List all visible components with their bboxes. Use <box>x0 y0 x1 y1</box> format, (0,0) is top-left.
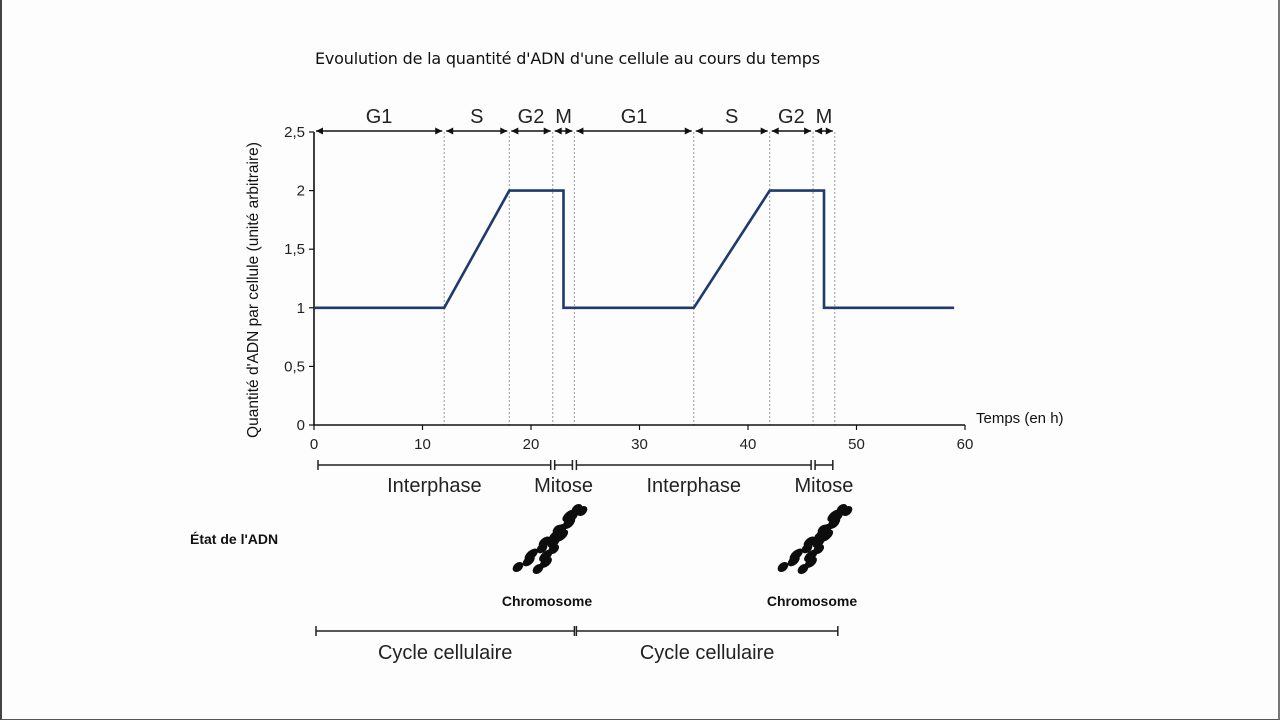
x-tick-label: 20 <box>523 436 540 453</box>
arrowhead-icon <box>446 127 454 135</box>
phase-label: G2 <box>518 106 545 128</box>
arrowhead-icon <box>435 127 443 135</box>
chromosome-icon <box>777 503 853 575</box>
x-tick-label: 0 <box>310 436 318 453</box>
chromatin-blob <box>819 529 834 542</box>
phase-label: S <box>725 106 738 128</box>
y-tick-label: 2 <box>297 183 305 200</box>
y-axis-label: Quantité d'ADN par cellule (unité arbitr… <box>245 142 262 438</box>
arrowhead-icon <box>576 127 584 135</box>
chromatin-blob <box>836 503 848 515</box>
chromatin-blob <box>571 503 583 515</box>
phase-arrow: G1 <box>576 106 692 135</box>
chromatin-blob <box>789 548 803 561</box>
interphase-bracket: Interphase <box>575 460 812 497</box>
bracket-label: Interphase <box>646 475 741 497</box>
phase-label: M <box>816 106 833 128</box>
phase-arrows: G1 S G2 M G1 S G2 M <box>316 106 833 135</box>
arrowhead-icon <box>500 127 508 135</box>
mitose-bracket: Mitose <box>534 460 593 497</box>
x-tick-label: 40 <box>740 436 757 453</box>
arrowhead-icon <box>684 127 692 135</box>
phase-arrow: S <box>695 106 768 135</box>
phase-arrow: G2 <box>511 106 551 135</box>
x-tick-label: 60 <box>957 436 974 453</box>
y-tick-label: 0 <box>297 417 305 434</box>
bracket-label: Cycle cellulaire <box>640 642 775 664</box>
phase-arrow: S <box>446 106 508 135</box>
arrowhead-icon <box>316 127 323 135</box>
chromosome-label: Chromosome <box>767 593 857 609</box>
y-tick-label: 1,5 <box>284 241 305 258</box>
cycle-bracket: Cycle cellulaire <box>575 626 839 664</box>
bracket-label: Cycle cellulaire <box>378 642 513 664</box>
x-tick-label: 30 <box>631 436 648 453</box>
y-tick-label: 2,5 <box>284 124 305 141</box>
arrowhead-icon <box>554 127 562 135</box>
phase-label: M <box>555 106 572 128</box>
chromosome-label: Chromosome <box>502 593 592 609</box>
dna-state-label: État de l'ADN <box>190 531 278 547</box>
chromosome-icon <box>512 503 588 575</box>
arrowhead-icon <box>825 127 833 135</box>
x-axis-label: Temps (en h) <box>976 410 1064 427</box>
arrowhead-icon <box>771 127 779 135</box>
arrowhead-icon <box>565 127 573 135</box>
chromatin-blob <box>524 548 538 561</box>
chromatin-blob <box>777 561 789 573</box>
bracket-label: Mitose <box>534 475 593 497</box>
y-tick-label: 1 <box>297 300 305 317</box>
phase-boundary-guides <box>443 132 836 425</box>
bracket-label: Interphase <box>387 475 482 497</box>
phase-arrow: M <box>554 106 573 135</box>
phase-label: G1 <box>366 106 393 128</box>
interphase-bracket: Interphase <box>317 460 552 497</box>
phase-arrow: G2 <box>771 106 812 135</box>
mitose-bracket: Mitose <box>794 460 853 497</box>
phase-label: S <box>470 106 483 128</box>
cycle-brackets: Cycle cellulaire Cycle cellulaire <box>315 626 839 664</box>
cycle-bracket: Cycle cellulaire <box>315 626 576 664</box>
y-tick-label: 0,5 <box>284 358 305 375</box>
period-brackets: Interphase Mitose Interphase Mitose <box>317 460 853 497</box>
chromatin-blob <box>512 561 524 573</box>
x-tick-label: 10 <box>414 436 431 453</box>
phase-label: G2 <box>778 106 805 128</box>
dna-state-row: État de l'ADN Chromosome Chromosome <box>190 503 857 609</box>
phase-arrow: M <box>815 106 833 135</box>
arrowhead-icon <box>543 127 551 135</box>
phase-label: G1 <box>621 106 648 128</box>
arrowhead-icon <box>760 127 768 135</box>
arrowhead-icon <box>815 127 823 135</box>
arrowhead-icon <box>695 127 703 135</box>
arrowhead-icon <box>804 127 812 135</box>
bracket-label: Mitose <box>794 475 853 497</box>
arrowhead-icon <box>511 127 519 135</box>
phase-arrow: G1 <box>316 106 443 135</box>
dna-curve <box>314 189 955 310</box>
chart-title: Evoulution de la quantité d'ADN d'une ce… <box>315 49 820 68</box>
chromatin-blob <box>554 529 569 542</box>
x-tick-label: 50 <box>848 436 865 453</box>
